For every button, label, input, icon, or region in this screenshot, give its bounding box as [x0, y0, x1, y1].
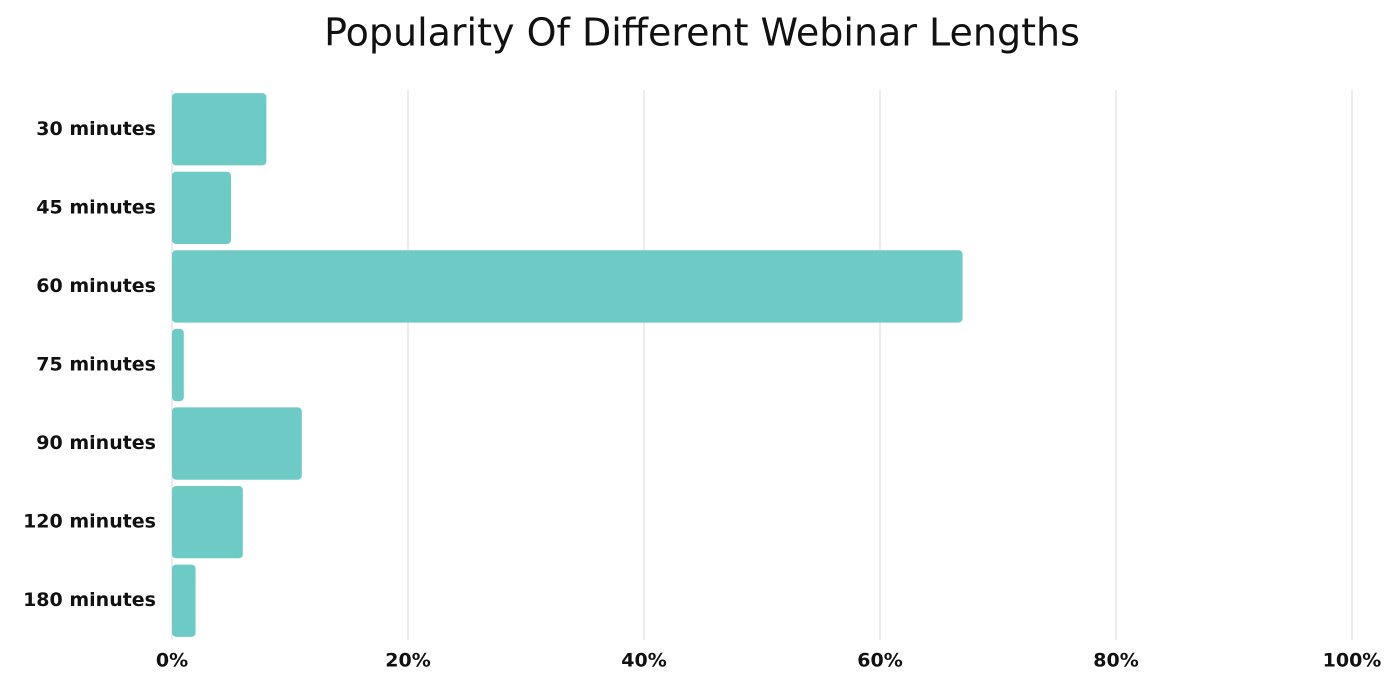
y-tick-label: 60 minutes: [36, 275, 156, 297]
bar: [172, 486, 243, 559]
chart-title: Popularity Of Different Webinar Lengths: [324, 11, 1080, 55]
bar: [172, 407, 302, 480]
y-tick-label: 45 minutes: [36, 196, 156, 218]
x-tick-label: 80%: [1093, 650, 1138, 672]
x-tick-label: 40%: [621, 650, 666, 672]
bar: [172, 250, 963, 323]
y-tick-label: 120 minutes: [23, 511, 156, 533]
x-tick-label: 20%: [385, 650, 430, 672]
bar: [172, 564, 196, 637]
x-tick-label: 0%: [156, 650, 188, 672]
bar: [172, 171, 231, 244]
y-tick-label: 75 minutes: [36, 354, 156, 376]
x-tick-label: 100%: [1323, 650, 1382, 672]
bar: [172, 93, 267, 166]
y-tick-label: 90 minutes: [36, 432, 156, 454]
y-tick-label: 30 minutes: [36, 118, 156, 140]
y-tick-label: 180 minutes: [23, 589, 156, 611]
bar: [172, 328, 184, 402]
x-tick-label: 60%: [857, 650, 902, 672]
